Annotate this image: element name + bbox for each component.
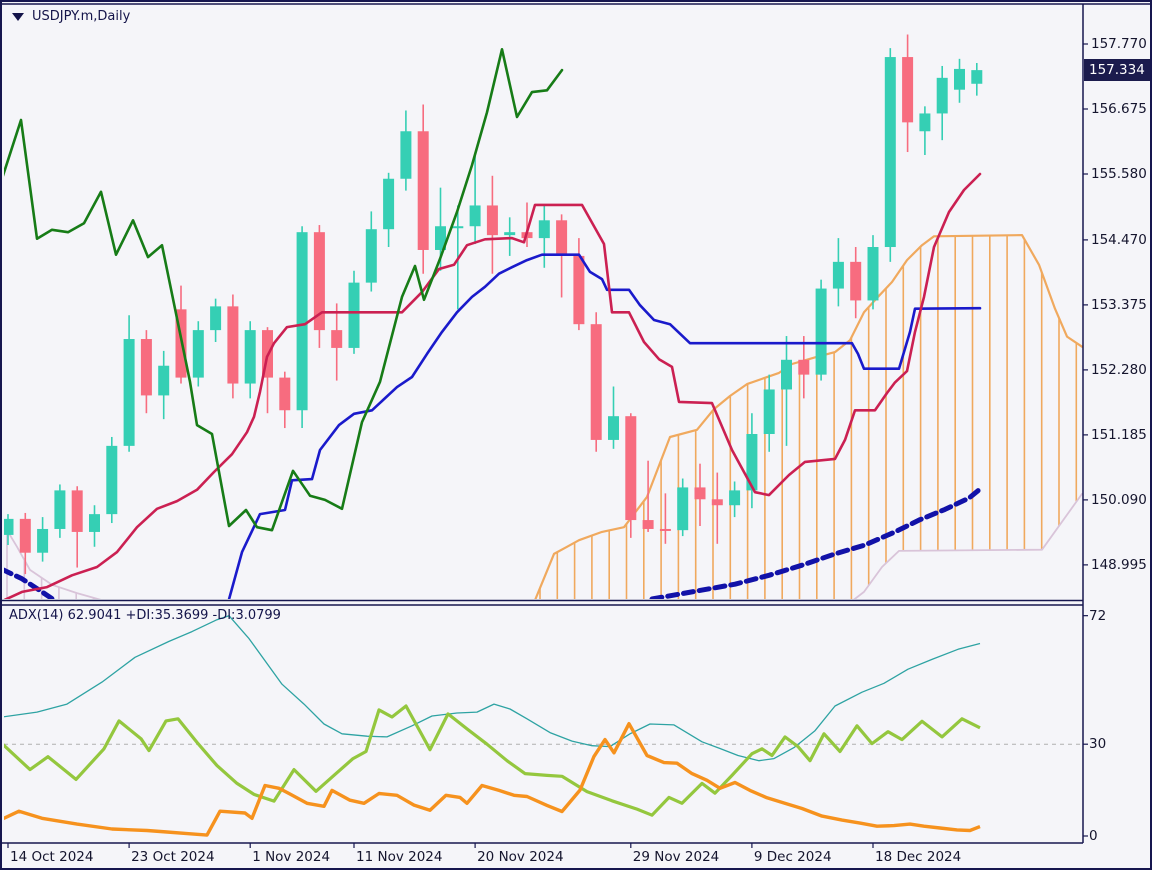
candle-body <box>798 359 810 375</box>
price-axis-label: 148.995 <box>1091 556 1147 573</box>
collapse-arrow-icon[interactable] <box>12 12 24 21</box>
price-axis-label: 151.185 <box>1091 426 1147 443</box>
candle-body <box>452 226 464 229</box>
adx-axis-label: 72 <box>1089 607 1107 624</box>
candle-body <box>850 261 862 301</box>
date-axis-label: 1 Nov 2024 <box>252 849 331 865</box>
main-panel[interactable] <box>2 34 1083 611</box>
candle-body <box>971 70 983 84</box>
candle-body <box>556 220 568 256</box>
candle-body <box>538 220 550 239</box>
candle-body <box>469 205 481 227</box>
price-axis-label: 157.770 <box>1091 36 1147 52</box>
candle-body <box>244 330 256 384</box>
candle-body <box>89 514 100 532</box>
candle-body <box>106 445 118 515</box>
candle-body <box>71 490 83 532</box>
candle-body <box>37 528 49 553</box>
minus-di-line <box>4 722 981 837</box>
candle-body <box>210 306 222 331</box>
candle-body <box>902 57 914 123</box>
price-axis-label: 156.675 <box>1091 100 1147 117</box>
candle-body <box>746 433 758 491</box>
plus-di-line <box>4 704 981 817</box>
candle-body <box>677 487 689 531</box>
candle-body <box>711 499 723 506</box>
symbol-title: USDJPY.m,Daily <box>12 9 130 24</box>
candle-body <box>331 330 343 348</box>
price-axis-label: 150.090 <box>1091 491 1147 508</box>
candle-body <box>400 131 412 179</box>
candle-body <box>573 255 585 325</box>
current-price-badge: 157.334 <box>1084 59 1150 81</box>
candle-body <box>781 359 792 390</box>
candle-body <box>867 247 879 301</box>
candle-body <box>486 205 498 236</box>
adx-axis-label: 30 <box>1089 736 1107 753</box>
senkou-span-b <box>853 492 1083 599</box>
thick-ma-line <box>649 484 985 599</box>
date-axis-label: 29 Nov 2024 <box>632 849 720 865</box>
thick-ma-line <box>4 567 58 599</box>
candle-body <box>954 68 965 90</box>
candle-body <box>608 416 619 440</box>
candle-body <box>504 232 516 236</box>
candle-body <box>815 288 827 375</box>
candle-body <box>348 282 360 348</box>
candle-body <box>919 113 931 132</box>
candle-body <box>365 229 377 283</box>
candle-body <box>279 377 291 411</box>
date-axis-label: 20 Nov 2024 <box>477 849 564 865</box>
panel-splitter[interactable] <box>2 600 1083 606</box>
candle-body <box>936 77 948 114</box>
candle-body <box>192 330 204 378</box>
price-axis-label: 153.375 <box>1091 296 1147 313</box>
candle-body <box>659 528 671 531</box>
candle-body <box>383 178 395 230</box>
candle-body <box>227 306 239 384</box>
adx-line <box>4 615 981 762</box>
candle-body <box>694 487 706 500</box>
candle-body <box>4 518 14 535</box>
adx-axis-label: 0 <box>1089 828 1098 844</box>
senkou-span-b-left <box>4 523 102 599</box>
candle-body <box>123 339 135 446</box>
candle-body <box>417 131 429 250</box>
candle-body <box>296 232 308 411</box>
tenkan-sen-line <box>4 172 982 599</box>
candle-body <box>158 365 170 396</box>
candle-body <box>729 490 741 506</box>
candle-body <box>832 261 844 289</box>
candle-body <box>590 324 602 440</box>
candle-body <box>54 490 66 529</box>
candle-body <box>435 226 446 250</box>
candle-body <box>884 57 896 248</box>
price-axis-label: 154.470 <box>1091 231 1147 248</box>
chikou-span-line <box>4 47 564 532</box>
price-axis-label: 152.280 <box>1091 361 1147 378</box>
adx-indicator-label: ADX(14) 62.9041 +DI:35.3699 -DI:3.0799 <box>9 608 281 623</box>
candle-body <box>625 416 637 521</box>
candle-body <box>642 520 654 529</box>
candle-body <box>19 518 31 553</box>
date-axis-label: 18 Dec 2024 <box>875 849 962 865</box>
symbol-title-text: USDJPY.m,Daily <box>32 9 131 24</box>
candle-body <box>313 232 325 331</box>
candle-body <box>140 339 152 396</box>
price-axis-label: 155.580 <box>1091 165 1147 182</box>
candle-body <box>763 389 775 434</box>
date-axis-label: 11 Nov 2024 <box>356 849 443 865</box>
kijun-sen-line <box>227 253 982 599</box>
date-axis-label: 9 Dec 2024 <box>753 849 832 865</box>
adx-panel[interactable] <box>2 615 1083 837</box>
date-axis-label: 14 Oct 2024 <box>10 849 94 865</box>
date-axis-label: 23 Oct 2024 <box>131 849 215 865</box>
